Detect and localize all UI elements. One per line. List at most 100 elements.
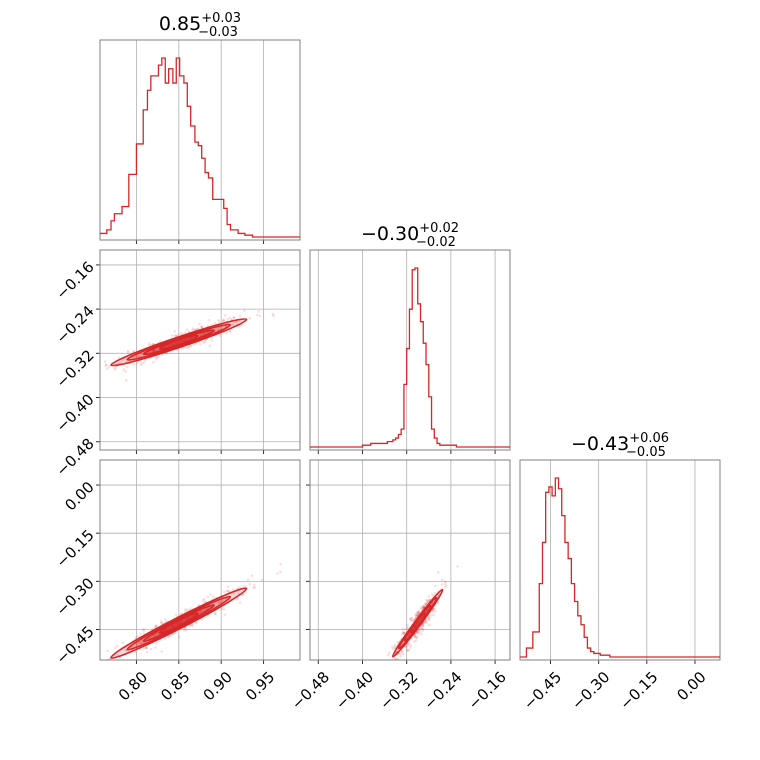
- contour-level-4: [159, 334, 199, 350]
- sample-point: [433, 592, 437, 595]
- sample-point: [217, 320, 221, 324]
- sample-point: [253, 586, 257, 589]
- sample-point: [408, 618, 412, 621]
- panel-frame: [519, 459, 721, 661]
- sample-point: [113, 366, 117, 369]
- sample-point: [419, 632, 423, 636]
- sample-point: [188, 624, 192, 627]
- sample-point: [234, 320, 238, 324]
- sample-point: [152, 349, 156, 353]
- sample-point: [414, 635, 417, 639]
- sample-point: [206, 595, 210, 599]
- sample-point: [406, 649, 409, 652]
- sample-point: [184, 610, 187, 614]
- sample-point: [426, 618, 430, 621]
- sample-point: [416, 610, 420, 614]
- sample-point: [154, 624, 157, 627]
- sample-point: [222, 318, 225, 321]
- sample-point: [152, 348, 156, 352]
- sample-point: [226, 589, 230, 593]
- sample-point: [142, 647, 146, 651]
- sample-point: [184, 608, 187, 611]
- sample-point: [416, 611, 420, 614]
- lower-error: −0.02: [416, 235, 456, 250]
- y-tick-label: −0.48: [52, 435, 97, 480]
- sample-point: [396, 640, 400, 644]
- sample-point: [233, 592, 236, 596]
- y-tick-label: −0.16: [52, 258, 97, 303]
- sample-point: [394, 657, 398, 660]
- sample-point: [241, 593, 245, 596]
- sample-point: [246, 578, 250, 581]
- histogram-line-1: [100, 57, 300, 238]
- sample-point: [424, 610, 428, 614]
- sample-point: [198, 610, 201, 614]
- sample-point: [409, 617, 412, 620]
- sample-point: [258, 314, 262, 318]
- sample-point: [415, 614, 419, 618]
- sample-point: [425, 598, 428, 602]
- sample-point: [203, 340, 207, 344]
- x-tick-label: −0.16: [465, 668, 510, 713]
- sample-point: [420, 607, 424, 610]
- sample-point: [207, 318, 211, 322]
- sample-point: [238, 314, 242, 318]
- sample-point: [136, 635, 140, 638]
- joint-content: [106, 562, 283, 660]
- sample-point: [156, 355, 160, 359]
- sample-point: [152, 349, 155, 353]
- sample-point: [191, 328, 194, 332]
- sample-point: [202, 597, 206, 601]
- sample-point: [406, 643, 410, 646]
- sample-point: [213, 612, 217, 616]
- sample-point: [170, 334, 174, 337]
- sample-point: [436, 601, 440, 605]
- sample-point: [202, 332, 206, 336]
- sample-point: [151, 349, 155, 353]
- sample-point: [427, 598, 431, 602]
- upper-error: +0.02: [419, 221, 459, 236]
- sample-point: [133, 355, 137, 359]
- x-tick-label: −0.40: [332, 668, 377, 713]
- panel-frame: [99, 249, 301, 451]
- sample-point: [184, 331, 187, 335]
- sample-point: [424, 602, 427, 606]
- sample-point: [228, 589, 231, 593]
- sample-point: [216, 328, 220, 332]
- lower-error: −0.05: [626, 445, 666, 460]
- sample-point: [180, 347, 184, 350]
- sample-point: [222, 319, 225, 323]
- sample-point: [217, 318, 220, 322]
- sample-point: [401, 627, 405, 631]
- sample-point: [238, 324, 241, 328]
- sample-point: [133, 651, 137, 654]
- contour-level-4: [158, 612, 199, 634]
- sample-point: [414, 613, 417, 617]
- sample-point: [112, 362, 116, 366]
- sample-point: [400, 650, 404, 653]
- sample-point: [418, 611, 421, 615]
- sample-point: [391, 672, 394, 675]
- sample-point: [432, 613, 435, 617]
- sample-point: [408, 646, 412, 649]
- sample-point: [400, 633, 404, 636]
- sample-point: [189, 344, 193, 348]
- panel-frame: [309, 249, 511, 451]
- sample-point: [106, 367, 109, 370]
- sample-point: [176, 332, 180, 336]
- x-tick-label: 0.90: [200, 668, 236, 704]
- sample-point: [222, 319, 225, 322]
- sample-point: [393, 644, 397, 647]
- sample-point: [421, 622, 425, 626]
- sample-point: [410, 616, 414, 620]
- sample-point: [445, 584, 448, 587]
- sample-point: [139, 641, 143, 645]
- sample-point: [421, 624, 424, 627]
- sample-point: [407, 633, 411, 637]
- sample-point: [113, 646, 117, 650]
- sample-point: [391, 664, 394, 667]
- y-tick-label: 0.00: [61, 478, 97, 514]
- sample-point: [192, 343, 195, 346]
- sample-point: [412, 640, 416, 643]
- histogram-line-2: [310, 267, 510, 448]
